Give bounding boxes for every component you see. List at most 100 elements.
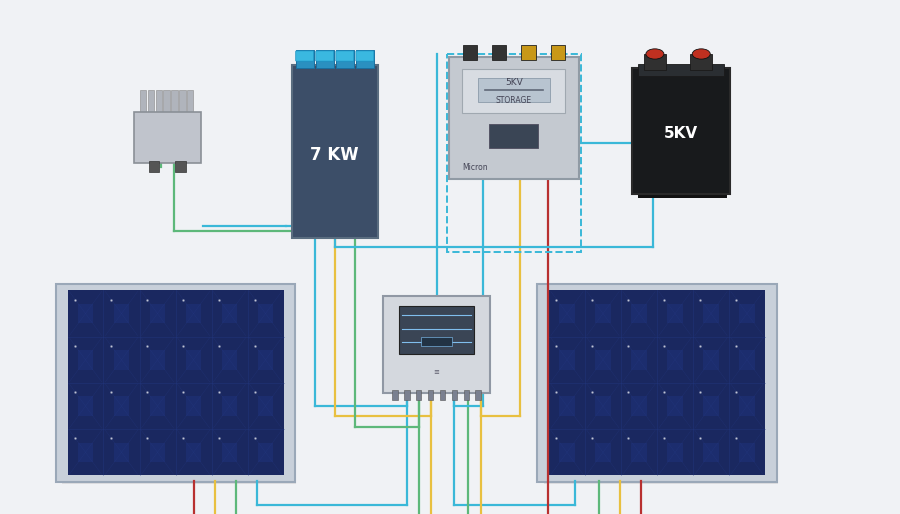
Circle shape xyxy=(646,49,664,59)
Bar xyxy=(222,304,237,323)
Bar xyxy=(399,305,474,354)
Bar xyxy=(258,443,273,462)
Bar xyxy=(704,396,718,416)
FancyBboxPatch shape xyxy=(296,51,314,61)
Bar xyxy=(632,350,646,370)
Bar xyxy=(560,304,574,323)
Bar xyxy=(704,443,718,462)
Bar xyxy=(668,443,682,462)
Bar xyxy=(150,350,165,370)
Bar xyxy=(544,288,778,484)
Bar xyxy=(171,90,177,116)
Bar xyxy=(114,304,129,323)
FancyBboxPatch shape xyxy=(632,68,730,194)
Bar xyxy=(690,54,712,70)
Bar xyxy=(549,290,765,475)
Bar xyxy=(114,443,129,462)
Text: STORAGE: STORAGE xyxy=(496,96,532,105)
Bar xyxy=(668,396,682,416)
Bar xyxy=(416,390,421,400)
Bar xyxy=(704,304,718,323)
Text: 5KV: 5KV xyxy=(664,126,698,141)
Bar xyxy=(114,396,129,416)
Bar xyxy=(187,90,194,116)
FancyBboxPatch shape xyxy=(383,296,490,393)
FancyBboxPatch shape xyxy=(336,51,354,61)
Bar xyxy=(644,54,666,70)
Text: 7 KW: 7 KW xyxy=(310,146,359,164)
Bar xyxy=(668,304,682,323)
Text: Micron: Micron xyxy=(463,163,488,172)
FancyBboxPatch shape xyxy=(56,284,295,482)
Bar xyxy=(740,443,754,462)
Bar xyxy=(596,396,610,416)
Bar xyxy=(186,350,201,370)
Bar xyxy=(148,161,159,172)
Bar xyxy=(428,390,433,400)
Bar xyxy=(114,350,129,370)
Bar xyxy=(440,390,445,400)
Bar xyxy=(560,350,574,370)
Bar xyxy=(740,304,754,323)
Bar xyxy=(258,304,273,323)
Bar xyxy=(179,90,185,116)
Bar xyxy=(740,350,754,370)
Bar xyxy=(392,390,398,400)
Text: 5KV: 5KV xyxy=(505,78,523,87)
Bar xyxy=(632,396,646,416)
Bar xyxy=(596,443,610,462)
Bar xyxy=(452,390,457,400)
Bar xyxy=(596,304,610,323)
Bar xyxy=(150,443,165,462)
Bar xyxy=(704,350,718,370)
Bar xyxy=(632,304,646,323)
Bar xyxy=(316,50,334,68)
Bar xyxy=(421,337,452,346)
Bar xyxy=(148,90,154,116)
Bar xyxy=(78,350,93,370)
FancyBboxPatch shape xyxy=(356,51,373,61)
Bar xyxy=(222,396,237,416)
Bar xyxy=(78,396,93,416)
Bar xyxy=(478,78,550,102)
Bar xyxy=(668,350,682,370)
Bar xyxy=(140,90,146,116)
Bar xyxy=(68,290,284,475)
Bar xyxy=(490,124,538,148)
Bar xyxy=(186,304,201,323)
Bar xyxy=(551,45,565,60)
Bar xyxy=(464,390,469,400)
Bar xyxy=(560,396,574,416)
Bar xyxy=(596,350,610,370)
Bar xyxy=(521,45,535,60)
Bar xyxy=(404,390,410,400)
Bar xyxy=(740,396,754,416)
Bar xyxy=(186,443,201,462)
Bar xyxy=(638,64,724,76)
Bar xyxy=(560,443,574,462)
Bar xyxy=(258,350,273,370)
FancyBboxPatch shape xyxy=(449,57,579,179)
Bar xyxy=(186,396,201,416)
Text: ≡: ≡ xyxy=(434,369,439,375)
Bar xyxy=(78,304,93,323)
FancyBboxPatch shape xyxy=(134,112,201,163)
Bar xyxy=(176,161,186,172)
Bar xyxy=(492,45,507,60)
Bar xyxy=(356,50,373,68)
FancyBboxPatch shape xyxy=(537,284,777,482)
Bar xyxy=(475,390,481,400)
Bar xyxy=(164,90,170,116)
Bar xyxy=(150,304,165,323)
Bar xyxy=(638,188,727,198)
Bar xyxy=(336,50,354,68)
Bar xyxy=(78,443,93,462)
Bar xyxy=(258,396,273,416)
Bar xyxy=(463,68,565,114)
FancyBboxPatch shape xyxy=(292,65,378,238)
Bar xyxy=(150,396,165,416)
FancyBboxPatch shape xyxy=(316,51,334,61)
Circle shape xyxy=(692,49,710,59)
Bar xyxy=(463,45,477,60)
Bar xyxy=(62,288,296,484)
